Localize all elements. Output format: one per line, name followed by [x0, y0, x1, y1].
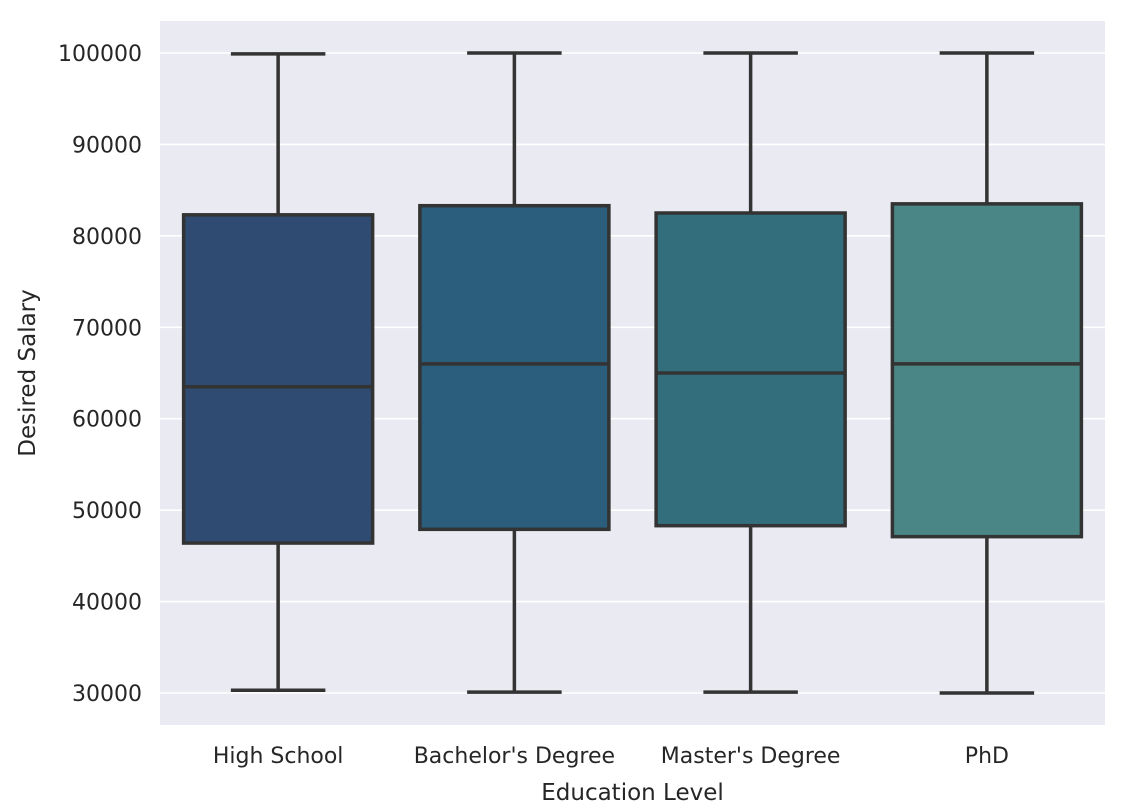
x-tick-label: PhD — [965, 744, 1009, 769]
y-tick-label: 90000 — [72, 133, 142, 158]
box-iqr — [890, 202, 1084, 539]
x-tick-label: High School — [213, 744, 344, 769]
box-iqr — [418, 203, 611, 532]
x-tick-label: Bachelor's Degree — [414, 744, 615, 769]
box-group — [418, 51, 611, 694]
box-group — [181, 52, 375, 693]
y-axis-label: Desired Salary — [15, 289, 41, 457]
y-axis-ticks: 30000 40000 50000 60000 70000 80000 90000 10000… — [58, 42, 142, 707]
x-axis-ticks: High School Bachelor's Degree Master's Deg… — [213, 744, 1009, 769]
y-tick-label: 60000 — [72, 408, 142, 433]
box-group — [890, 51, 1084, 695]
y-tick-label: 70000 — [72, 316, 142, 341]
box-iqr — [181, 213, 375, 545]
boxes — [181, 51, 1084, 695]
box-iqr — [654, 211, 847, 528]
x-axis-label: Education Level — [541, 780, 724, 806]
y-tick-label: 100000 — [58, 42, 142, 67]
x-tick-label: Master's Degree — [661, 744, 841, 769]
y-tick-label: 80000 — [72, 225, 142, 250]
box-group — [654, 51, 847, 694]
y-tick-label: 40000 — [72, 591, 142, 616]
y-tick-label: 50000 — [72, 499, 142, 524]
y-tick-label: 30000 — [72, 682, 142, 707]
